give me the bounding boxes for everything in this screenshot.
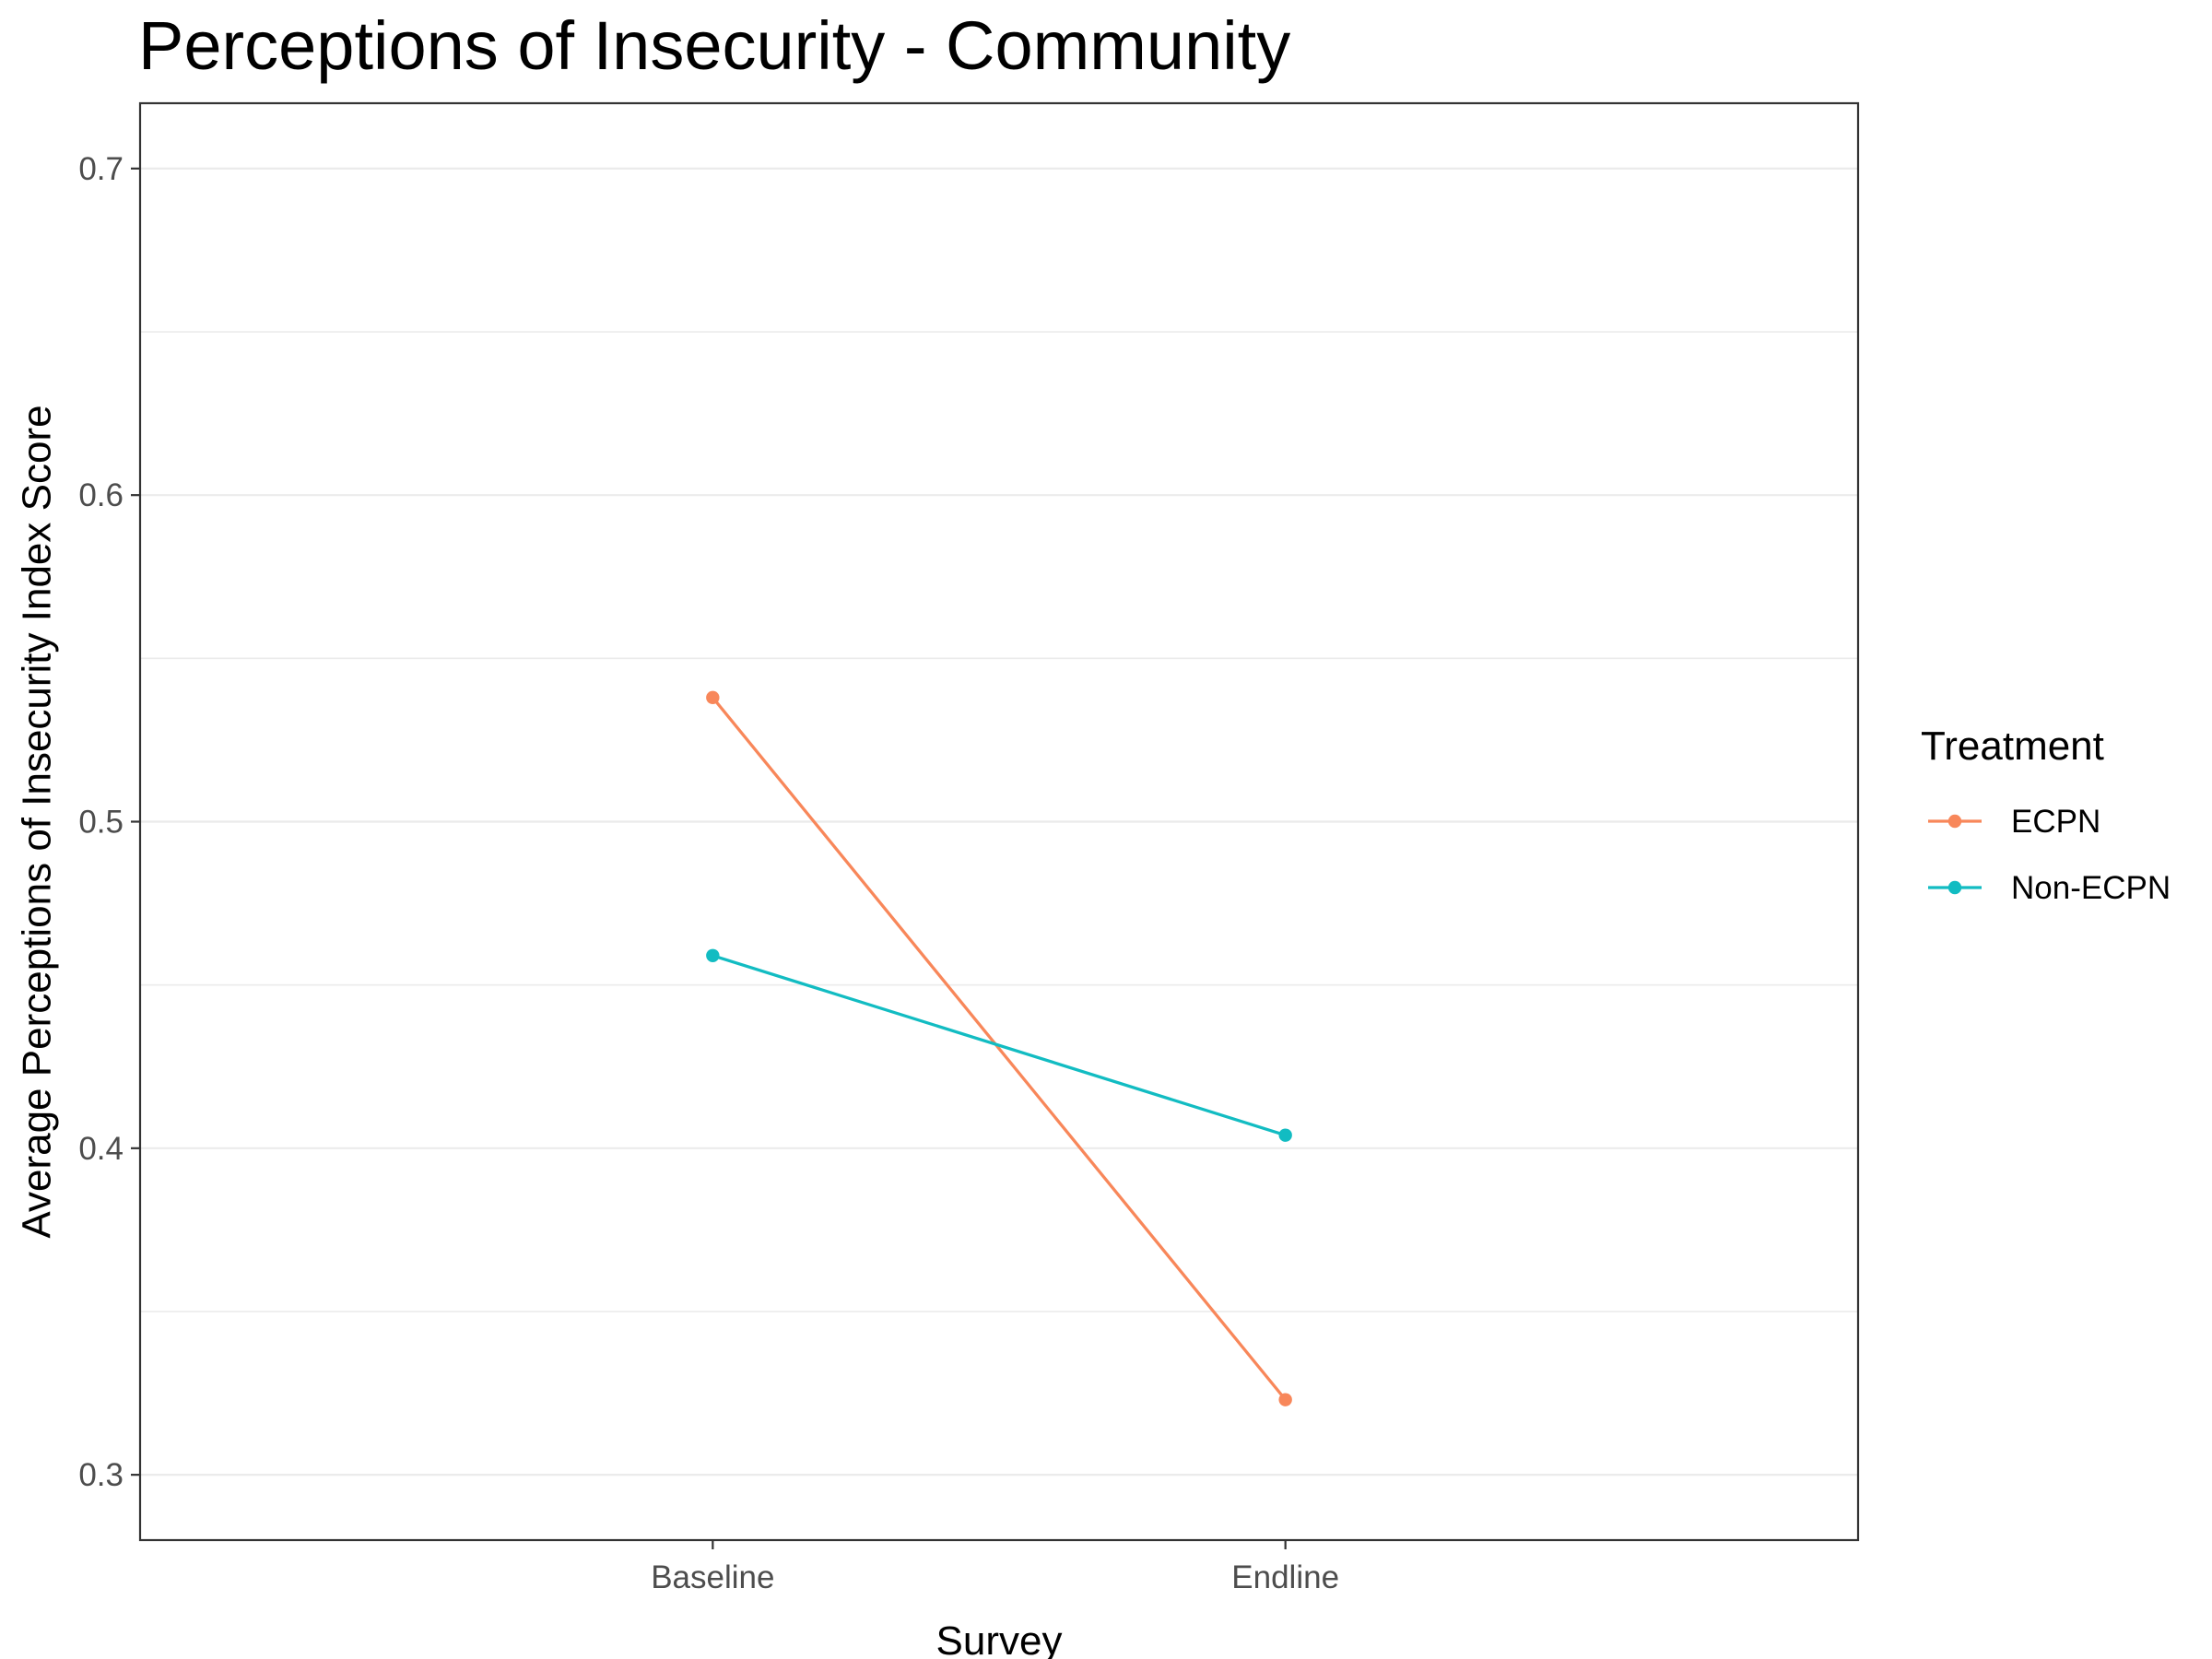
data-point xyxy=(706,948,720,962)
data-point xyxy=(1278,1393,1292,1406)
legend-title: Treatment xyxy=(1921,724,2104,769)
legend-label: Non-ECPN xyxy=(2011,870,2171,906)
plot-panel-border xyxy=(138,101,1860,1542)
data-point xyxy=(1278,1128,1292,1142)
x-axis-ticks: Baseline Endline xyxy=(651,1540,1339,1595)
x-tick-label: Baseline xyxy=(651,1559,774,1595)
series-layer xyxy=(706,690,1292,1406)
legend-items: ECPN Non-ECPN xyxy=(1928,804,2171,906)
series-line xyxy=(712,954,1287,1137)
legend: Treatment ECPN Non-ECPN xyxy=(1921,724,2171,906)
x-axis-title: Survey xyxy=(936,1618,1063,1659)
legend-label: ECPN xyxy=(2011,804,2100,840)
major-gridlines xyxy=(140,167,1858,1477)
y-axis-title: Average Perceptions of Insecurity Index … xyxy=(15,405,60,1238)
legend-key-point xyxy=(1947,880,1962,895)
y-tick-label: 0.3 xyxy=(78,1457,124,1493)
chart-title: Perceptions of Insecurity - Community xyxy=(138,7,1290,84)
y-tick-label: 0.4 xyxy=(78,1131,124,1167)
series-line xyxy=(712,696,1287,1401)
minor-gridlines xyxy=(140,331,1858,1312)
data-point xyxy=(706,690,720,705)
x-tick-label: Endline xyxy=(1231,1559,1339,1595)
y-tick-label: 0.5 xyxy=(78,805,124,841)
y-tick-label: 0.6 xyxy=(78,477,124,513)
y-axis-ticks: 0.3 0.4 0.5 0.6 0.7 xyxy=(78,151,140,1493)
legend-key-point xyxy=(1947,814,1962,829)
y-tick-label: 0.7 xyxy=(78,151,124,187)
